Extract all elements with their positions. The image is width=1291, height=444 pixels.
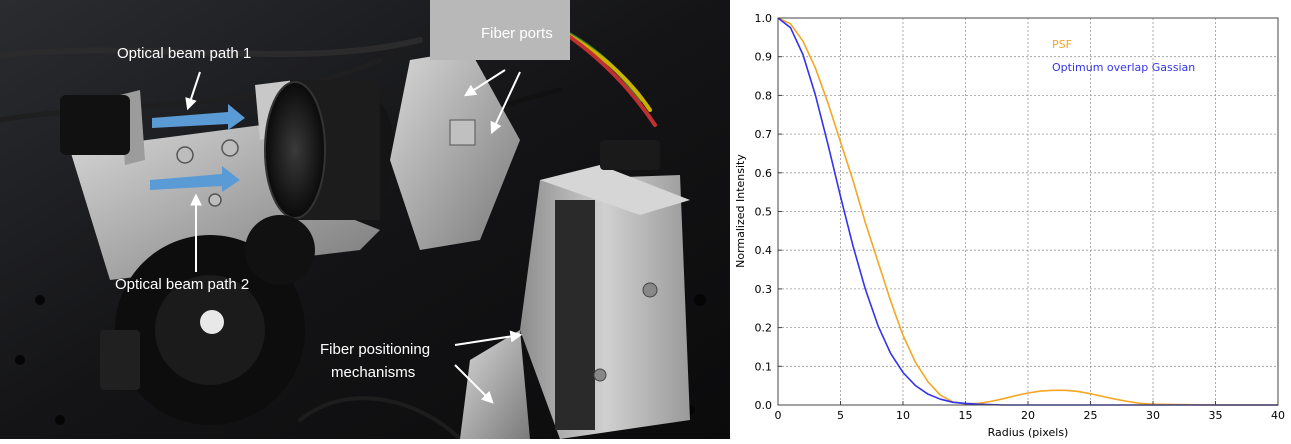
x-axis-title: Radius (pixels) xyxy=(988,426,1069,439)
optical-setup-photo: Optical beam path 1 Fiber ports Optical … xyxy=(0,0,730,439)
label-beam-path-1: Optical beam path 1 xyxy=(117,45,251,62)
legend-entry-1: Optimum overlap Gassian xyxy=(1052,61,1195,74)
fiber-port xyxy=(449,119,476,146)
pointer-mech-b xyxy=(454,364,494,404)
y-tick-label-2: 0.2 xyxy=(755,322,773,335)
label-beam-path-2: Optical beam path 2 xyxy=(115,276,249,293)
legend: PSF Optimum overlap Gassian xyxy=(1052,38,1195,74)
x-tick-label-5: 25 xyxy=(1084,409,1098,422)
beam-arrows xyxy=(150,104,245,192)
lower-mount xyxy=(460,330,530,439)
y-tick-label-9: 0.9 xyxy=(755,51,773,64)
positioning-stage xyxy=(520,140,690,439)
beam-arrow-1 xyxy=(152,104,245,130)
screws xyxy=(176,139,239,207)
chart-panel: 0 5 10 15 20 25 30 35 40 0.0 0.1 0.2 0.3 0.4 0.5 0.6 0.… xyxy=(730,0,1291,439)
x-tick-label-2: 10 xyxy=(896,409,910,422)
photo-panel: Optical beam path 1 Fiber ports Optical … xyxy=(0,0,730,439)
y-tick-label-6: 0.6 xyxy=(755,167,773,180)
y-ticks: 0.0 0.1 0.2 0.3 0.4 0.5 0.6 0.7 0.8 0.9 1.0 xyxy=(755,12,782,412)
grid xyxy=(778,18,1278,405)
legend-entry-0: PSF xyxy=(1052,38,1072,51)
y-axis-title: Normalized Intensity xyxy=(734,154,747,268)
y-tick-label-3: 0.3 xyxy=(755,283,773,296)
pointer-mech-a xyxy=(454,330,523,346)
x-tick-label-8: 40 xyxy=(1271,409,1285,422)
intensity-chart: 0 5 10 15 20 25 30 35 40 0.00.10.20.30.40.50.60.… xyxy=(734,12,1285,439)
pointer-port-b xyxy=(490,71,521,135)
upper-metal xyxy=(430,0,570,60)
fiber-port-block xyxy=(390,50,520,250)
front-ring-mount xyxy=(115,215,315,425)
y-tick-label-7: 0.7 xyxy=(755,128,773,141)
x-tick-label-0: 0 xyxy=(775,409,782,422)
x-tick-label-3: 15 xyxy=(959,409,973,422)
label-fiber-positioning: Fiber positioning xyxy=(320,341,430,358)
y-tick-label-0: 0.0 xyxy=(755,399,773,412)
series-line-0 xyxy=(777,17,1278,406)
beam-arrow-2 xyxy=(150,166,240,192)
x-tick-label-1: 5 xyxy=(837,409,844,422)
y-tick-label-1: 0.1 xyxy=(755,360,773,373)
x-ticks: 0 5 10 15 20 25 30 35 40 xyxy=(775,401,1285,422)
x-tick-label-7: 35 xyxy=(1209,409,1223,422)
pointer-port-a xyxy=(463,69,506,97)
small-connector xyxy=(100,330,140,390)
y-tick-label-10: 1.0 xyxy=(755,12,773,25)
x-tick-label-4: 20 xyxy=(1021,409,1035,422)
label-mechanisms: mechanisms xyxy=(331,364,415,381)
y-tick-label-5: 0.5 xyxy=(755,206,773,219)
lens-tube-left xyxy=(60,95,130,155)
pointer-beam1 xyxy=(185,71,201,111)
label-fiber-ports: Fiber ports xyxy=(481,25,553,42)
pointer-arrows xyxy=(185,69,523,404)
objective-lens xyxy=(264,80,395,220)
x-tick-label-6: 30 xyxy=(1146,409,1160,422)
y-tick-label-8: 0.8 xyxy=(755,89,773,102)
y-tick-label-4: 0.4 xyxy=(755,244,773,257)
